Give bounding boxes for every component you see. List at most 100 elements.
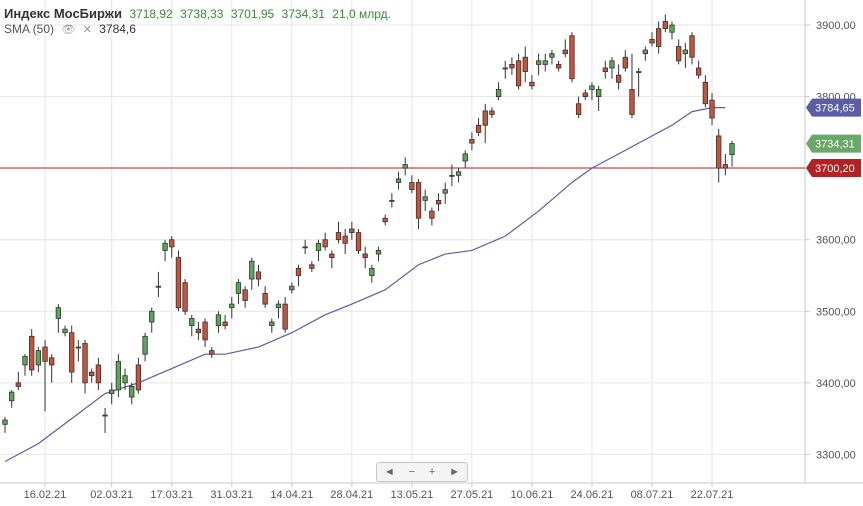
sma-price-tag-text: 3784,65 xyxy=(815,103,855,115)
candle-body xyxy=(676,46,682,62)
candle xyxy=(209,347,215,358)
candle xyxy=(589,82,595,101)
candle xyxy=(175,250,182,312)
zoom-out-button[interactable]: − xyxy=(408,466,416,478)
sma-label: SMA (50) xyxy=(4,22,55,36)
candle-body xyxy=(242,289,248,301)
candle xyxy=(649,32,655,47)
candle-body xyxy=(69,332,75,373)
candle-body xyxy=(342,235,348,244)
candle xyxy=(676,39,682,65)
candle xyxy=(722,153,729,176)
scroll-left-button[interactable]: ◄ xyxy=(383,466,395,478)
candle xyxy=(215,311,222,333)
x-tick-label: 22.07.21 xyxy=(691,489,734,501)
candle xyxy=(142,332,148,362)
candle-body xyxy=(129,385,135,398)
scroll-right-button[interactable]: ► xyxy=(449,466,461,478)
instrument-title: Индекс МосБиржи xyxy=(4,6,122,21)
candle-body xyxy=(522,56,528,72)
candle-body xyxy=(602,67,608,72)
candle-body xyxy=(442,189,448,194)
candle xyxy=(289,282,295,294)
candle xyxy=(82,339,88,394)
candle xyxy=(182,279,188,315)
candle xyxy=(115,354,122,398)
candle-body xyxy=(322,239,328,248)
candle xyxy=(429,207,435,226)
candle xyxy=(242,286,248,308)
candle-body xyxy=(702,81,708,105)
candle xyxy=(169,236,175,258)
candle xyxy=(15,372,21,390)
candle-body xyxy=(389,199,395,202)
candle-body xyxy=(169,239,175,248)
eye-icon[interactable]: 👁 xyxy=(61,24,76,36)
candle xyxy=(602,60,608,79)
candle xyxy=(575,96,582,119)
candle xyxy=(555,60,562,72)
candle xyxy=(309,261,315,272)
level-price-tag-bg xyxy=(806,159,861,178)
candle-body xyxy=(335,232,342,241)
candle-body xyxy=(62,328,68,334)
candle-body xyxy=(582,92,588,98)
candle xyxy=(409,175,415,194)
candle xyxy=(262,286,268,308)
zoom-in-button[interactable]: + xyxy=(428,466,436,478)
candle xyxy=(335,221,342,244)
candle-body xyxy=(716,135,722,169)
candle xyxy=(275,300,282,319)
candle-body xyxy=(115,360,122,391)
candle xyxy=(229,296,235,319)
candle xyxy=(122,368,128,390)
candle xyxy=(382,214,388,226)
candle-body xyxy=(709,99,715,119)
candle-body xyxy=(135,364,142,391)
candle-body xyxy=(109,389,115,394)
sma-value: 3784,6 xyxy=(99,22,136,36)
y-tick-label: 3300,00 xyxy=(816,449,856,461)
x-tick-label: 27.05.21 xyxy=(450,489,493,501)
sma-price-tag-bg xyxy=(806,98,861,117)
candle xyxy=(656,21,662,54)
candle xyxy=(235,279,242,305)
candle xyxy=(35,347,41,373)
candle-body xyxy=(162,242,168,251)
candle xyxy=(2,417,8,433)
candle xyxy=(395,171,402,190)
current-price-tag-bg xyxy=(806,134,861,153)
candle xyxy=(549,50,555,65)
candle-body xyxy=(475,124,482,133)
candle xyxy=(716,128,722,183)
candle-body xyxy=(155,285,162,288)
legend-row-instrument: Индекс МосБиржи 3718,92 3738,33 3701,95 … xyxy=(4,6,391,22)
candle xyxy=(202,318,208,348)
candle xyxy=(129,382,135,405)
x-tick-label: 08.07.21 xyxy=(631,489,674,501)
candle-body xyxy=(662,21,668,30)
candle-body xyxy=(209,350,215,355)
candle-body xyxy=(409,182,415,191)
candle-body xyxy=(669,24,675,33)
candle-body xyxy=(429,210,435,219)
candle-body xyxy=(29,335,35,371)
candle xyxy=(609,57,615,79)
x-tick-label: 14.04.21 xyxy=(270,489,313,501)
candle-body xyxy=(729,143,735,156)
candle xyxy=(489,107,495,119)
candle-body xyxy=(495,89,502,97)
candle-body xyxy=(575,103,582,115)
close-icon[interactable]: ✕ xyxy=(82,24,92,36)
y-tick-label: 3900,00 xyxy=(816,20,856,32)
candle-body xyxy=(102,414,108,417)
candle-body xyxy=(2,419,8,425)
candle-body xyxy=(15,382,21,387)
high-value: 3738,33 xyxy=(180,7,224,21)
candle-body xyxy=(95,364,102,384)
candle-body xyxy=(569,35,575,80)
candle xyxy=(322,232,328,251)
candle-body xyxy=(315,242,322,251)
